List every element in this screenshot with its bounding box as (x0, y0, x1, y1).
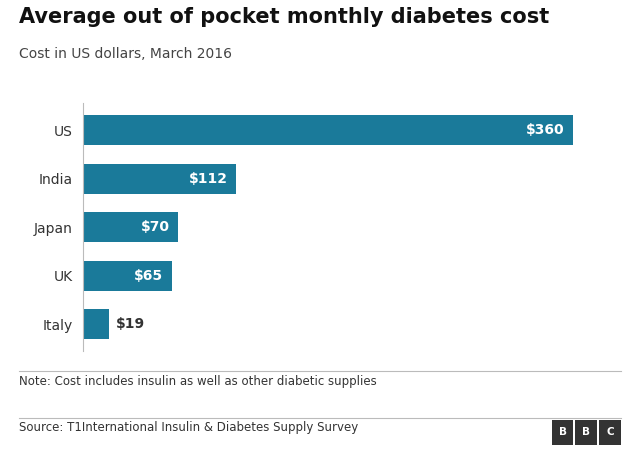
Bar (83, 115, 573, 145)
Text: $65: $65 (134, 269, 163, 283)
Bar (83, 309, 109, 339)
Bar (83, 261, 172, 291)
Text: Note: Cost includes insulin as well as other diabetic supplies: Note: Cost includes insulin as well as o… (19, 375, 377, 388)
Text: Average out of pocket monthly diabetes cost: Average out of pocket monthly diabetes c… (19, 7, 550, 27)
Bar (83, 164, 236, 194)
Text: $360: $360 (526, 123, 565, 137)
Text: $70: $70 (141, 220, 170, 234)
Text: $112: $112 (188, 172, 227, 186)
Text: Source: T1International Insulin & Diabetes Supply Survey: Source: T1International Insulin & Diabet… (19, 421, 358, 434)
Text: B: B (559, 427, 566, 437)
Text: C: C (606, 427, 614, 437)
Text: B: B (582, 427, 590, 437)
Text: $19: $19 (116, 317, 145, 331)
Bar (83, 212, 179, 242)
Text: Cost in US dollars, March 2016: Cost in US dollars, March 2016 (19, 47, 232, 61)
